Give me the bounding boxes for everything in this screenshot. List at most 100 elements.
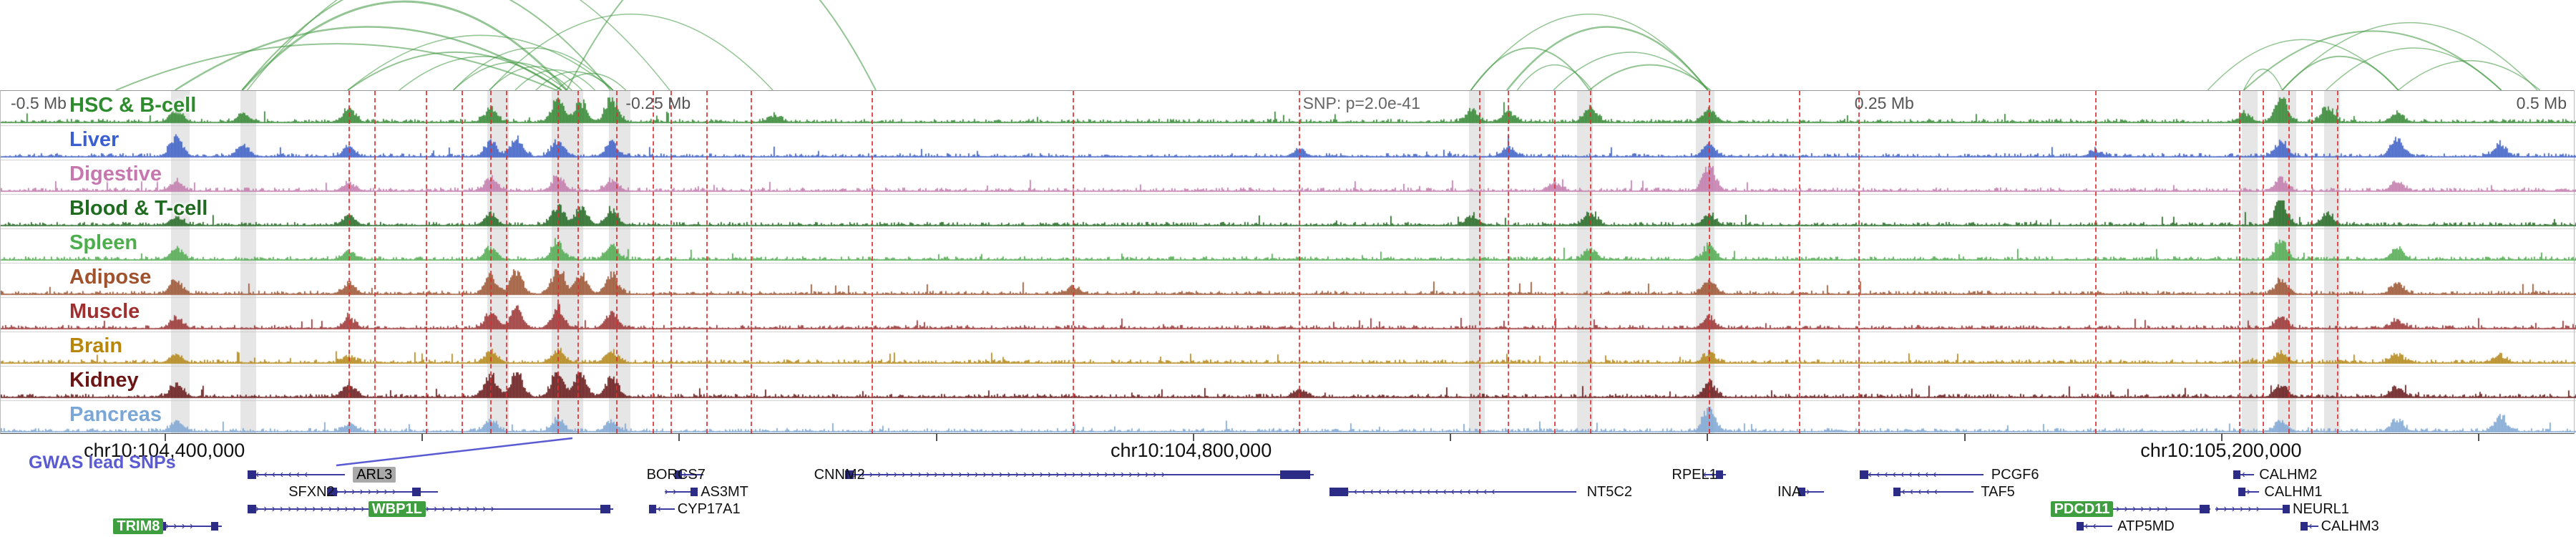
gene-label-neurl1[interactable]: NEURL1: [2293, 501, 2349, 517]
gene-exon: [1715, 470, 1723, 479]
gwas-snp-line: [1553, 91, 1556, 433]
gene-body-pcgf6[interactable]: ‹‹‹‹‹‹‹‹‹‹: [1860, 467, 1984, 483]
gene-strand-arrows: ‹‹‹‹‹‹‹‹‹‹‹‹‹‹‹‹‹‹‹‹‹: [1329, 485, 1500, 498]
gene-label-atp5md[interactable]: ATP5MD: [2117, 518, 2175, 534]
gene-exon: [649, 505, 657, 513]
axis-tick: [678, 434, 680, 441]
track-label-muscle[interactable]: Muscle: [69, 300, 140, 323]
track-label-digestive[interactable]: Digestive: [69, 163, 162, 185]
gene-body-taf5[interactable]: ‹‹‹‹‹‹: [1893, 484, 1974, 500]
gene-intron-line: [2300, 526, 2318, 527]
gene-intron-line: [844, 474, 1314, 475]
gwas-snp-line: [2288, 91, 2290, 433]
gene-label-borcs7[interactable]: BORCS7: [646, 467, 706, 483]
gene-exon: [1893, 488, 1901, 496]
gene-label-calhm2[interactable]: CALHM2: [2259, 467, 2318, 483]
gene-body-wbp1l[interactable]: ›››››››››››››››››››››››››››››››: [247, 501, 613, 517]
gene-label-arl3[interactable]: ARL3: [353, 467, 396, 483]
track-label-liver[interactable]: Liver: [69, 128, 119, 151]
gwas-snp-line: [1858, 91, 1860, 433]
scale-label-minus-0-25mb: -0.25 Mb: [625, 94, 691, 112]
axis-tick: [1192, 434, 1194, 441]
gene-exon: [690, 488, 698, 496]
gwas-snp-line: [1708, 91, 1710, 433]
gene-body-arl3[interactable]: ‹‹‹‹‹‹‹‹: [247, 467, 346, 483]
gene-label-pdcd11[interactable]: PDCD11: [2050, 501, 2114, 517]
gene-label-as3mt[interactable]: AS3MT: [701, 484, 748, 500]
interaction-arc: [347, 34, 614, 90]
gene-label-taf5[interactable]: TAF5: [1981, 484, 2015, 500]
gene-strand-arrows: ‹‹: [1702, 468, 1719, 480]
gene-body-sfxn2[interactable]: ›››››››››: [327, 484, 438, 500]
interaction-arc: [566, 0, 877, 90]
gene-exon: [675, 470, 683, 479]
interaction-arc: [1506, 26, 1709, 90]
axis-coordinate-label: chr10:104,800,000: [1111, 440, 1272, 461]
gene-label-trim8[interactable]: TRIM8: [113, 518, 164, 534]
gene-label-nt5c2[interactable]: NT5C2: [1586, 484, 1632, 500]
axis-tick: [2220, 434, 2223, 441]
interaction-arc: [514, 69, 596, 90]
gene-label-ina[interactable]: INA: [1777, 484, 1802, 500]
gene-strand-arrows: ‹‹‹‹‹‹: [1893, 485, 1942, 498]
gene-label-sfxn2[interactable]: SFXN2: [288, 484, 335, 500]
track-labels: HSC & B-cell Liver Digestive Blood & T-cell…: [1, 91, 2574, 433]
axis-tick: [1707, 434, 1709, 441]
gene-exon: [247, 505, 256, 513]
gene-strand-arrows: ‹‹‹‹‹‹‹‹: [247, 468, 313, 480]
axis-tick: [2478, 434, 2480, 441]
gene-body-trim8[interactable]: ›››››: [157, 518, 222, 534]
gene-strand-arrows: ‹‹‹‹‹‹‹‹‹‹: [1860, 468, 1941, 480]
gwas-snp-line: [1479, 91, 1481, 433]
gene-body-rpel1[interactable]: ‹‹: [1702, 467, 1726, 483]
gwas-pointer-line: [336, 437, 573, 467]
gene-body-calhm1[interactable]: ››: [2238, 484, 2260, 500]
gene-body-neurl1[interactable]: ››››››: [2215, 501, 2290, 517]
gene-intron-line: [2238, 491, 2260, 493]
gene-body-cyp17a1[interactable]: ‹‹: [649, 501, 675, 517]
gwas-snp-line: [490, 91, 492, 433]
interaction-arc: [2282, 21, 2538, 90]
gwas-snp-line: [1590, 91, 1592, 433]
gene-body-nt5c2[interactable]: ‹‹‹‹‹‹‹‹‹‹‹‹‹‹‹‹‹‹‹‹‹: [1329, 484, 1577, 500]
interaction-arc: [115, 43, 557, 90]
gene-label-cnnm2[interactable]: CNNM2: [814, 467, 865, 483]
gene-body-as3mt[interactable]: ››: [664, 484, 698, 500]
gwas-snp-line: [426, 91, 427, 433]
signal-tracks-canvas[interactable]: [1, 91, 2576, 435]
gene-body-calhm3[interactable]: ‹‹: [2300, 518, 2318, 534]
track-label-spleen[interactable]: Spleen: [69, 231, 138, 254]
interaction-arc: [399, 56, 567, 90]
gene-exon: [2300, 522, 2308, 531]
gene-label-calhm3[interactable]: CALHM3: [2321, 518, 2379, 534]
track-label-pancreas[interactable]: Pancreas: [69, 403, 162, 426]
track-label-hsc-b-cell[interactable]: HSC & B-cell: [69, 94, 197, 117]
gene-exon: [1860, 470, 1869, 479]
gene-label-rpel1[interactable]: RPEL1: [1672, 467, 1717, 483]
gene-body-cnnm2[interactable]: ››››››››››››››››››››››››››››››››››››››››: [844, 467, 1314, 483]
track-label-blood-t-cell[interactable]: Blood & T-cell: [69, 197, 208, 220]
gene-body-atp5md[interactable]: ‹‹‹: [2076, 518, 2112, 534]
interaction-arc: [1516, 64, 1593, 90]
gwas-snp-line: [1508, 91, 1509, 433]
gene-body-borcs7[interactable]: ››: [675, 467, 703, 483]
scale-label-0-25mb: 0.25 Mb: [1854, 94, 1914, 112]
gene-label-cyp17a1[interactable]: CYP17A1: [677, 501, 741, 517]
gene-label-pcgf6[interactable]: PCGF6: [1991, 467, 2039, 483]
interaction-arc: [556, 72, 627, 90]
gene-body-ina[interactable]: ››: [1797, 484, 1824, 500]
interaction-arc: [241, 0, 568, 90]
track-label-kidney[interactable]: Kidney: [69, 369, 139, 392]
gene-body-calhm2[interactable]: ‹‹: [2233, 467, 2254, 483]
gene-label-wbp1l[interactable]: WBP1L: [368, 501, 426, 517]
gene-label-calhm1[interactable]: CALHM1: [2264, 484, 2323, 500]
track-label-brain[interactable]: Brain: [69, 334, 123, 357]
axis-tick: [421, 434, 423, 441]
interaction-arc: [2243, 30, 2502, 90]
scale-label-minus-0-5mb: -0.5 Mb: [11, 94, 67, 112]
signal-track-area[interactable]: HSC & B-cell Liver Digestive Blood & T-cell…: [0, 90, 2576, 435]
gwas-snp-line: [462, 91, 464, 433]
track-label-adipose[interactable]: Adipose: [69, 266, 152, 289]
gene-intron-line: [1702, 474, 1726, 475]
gene-exon: [327, 488, 338, 496]
